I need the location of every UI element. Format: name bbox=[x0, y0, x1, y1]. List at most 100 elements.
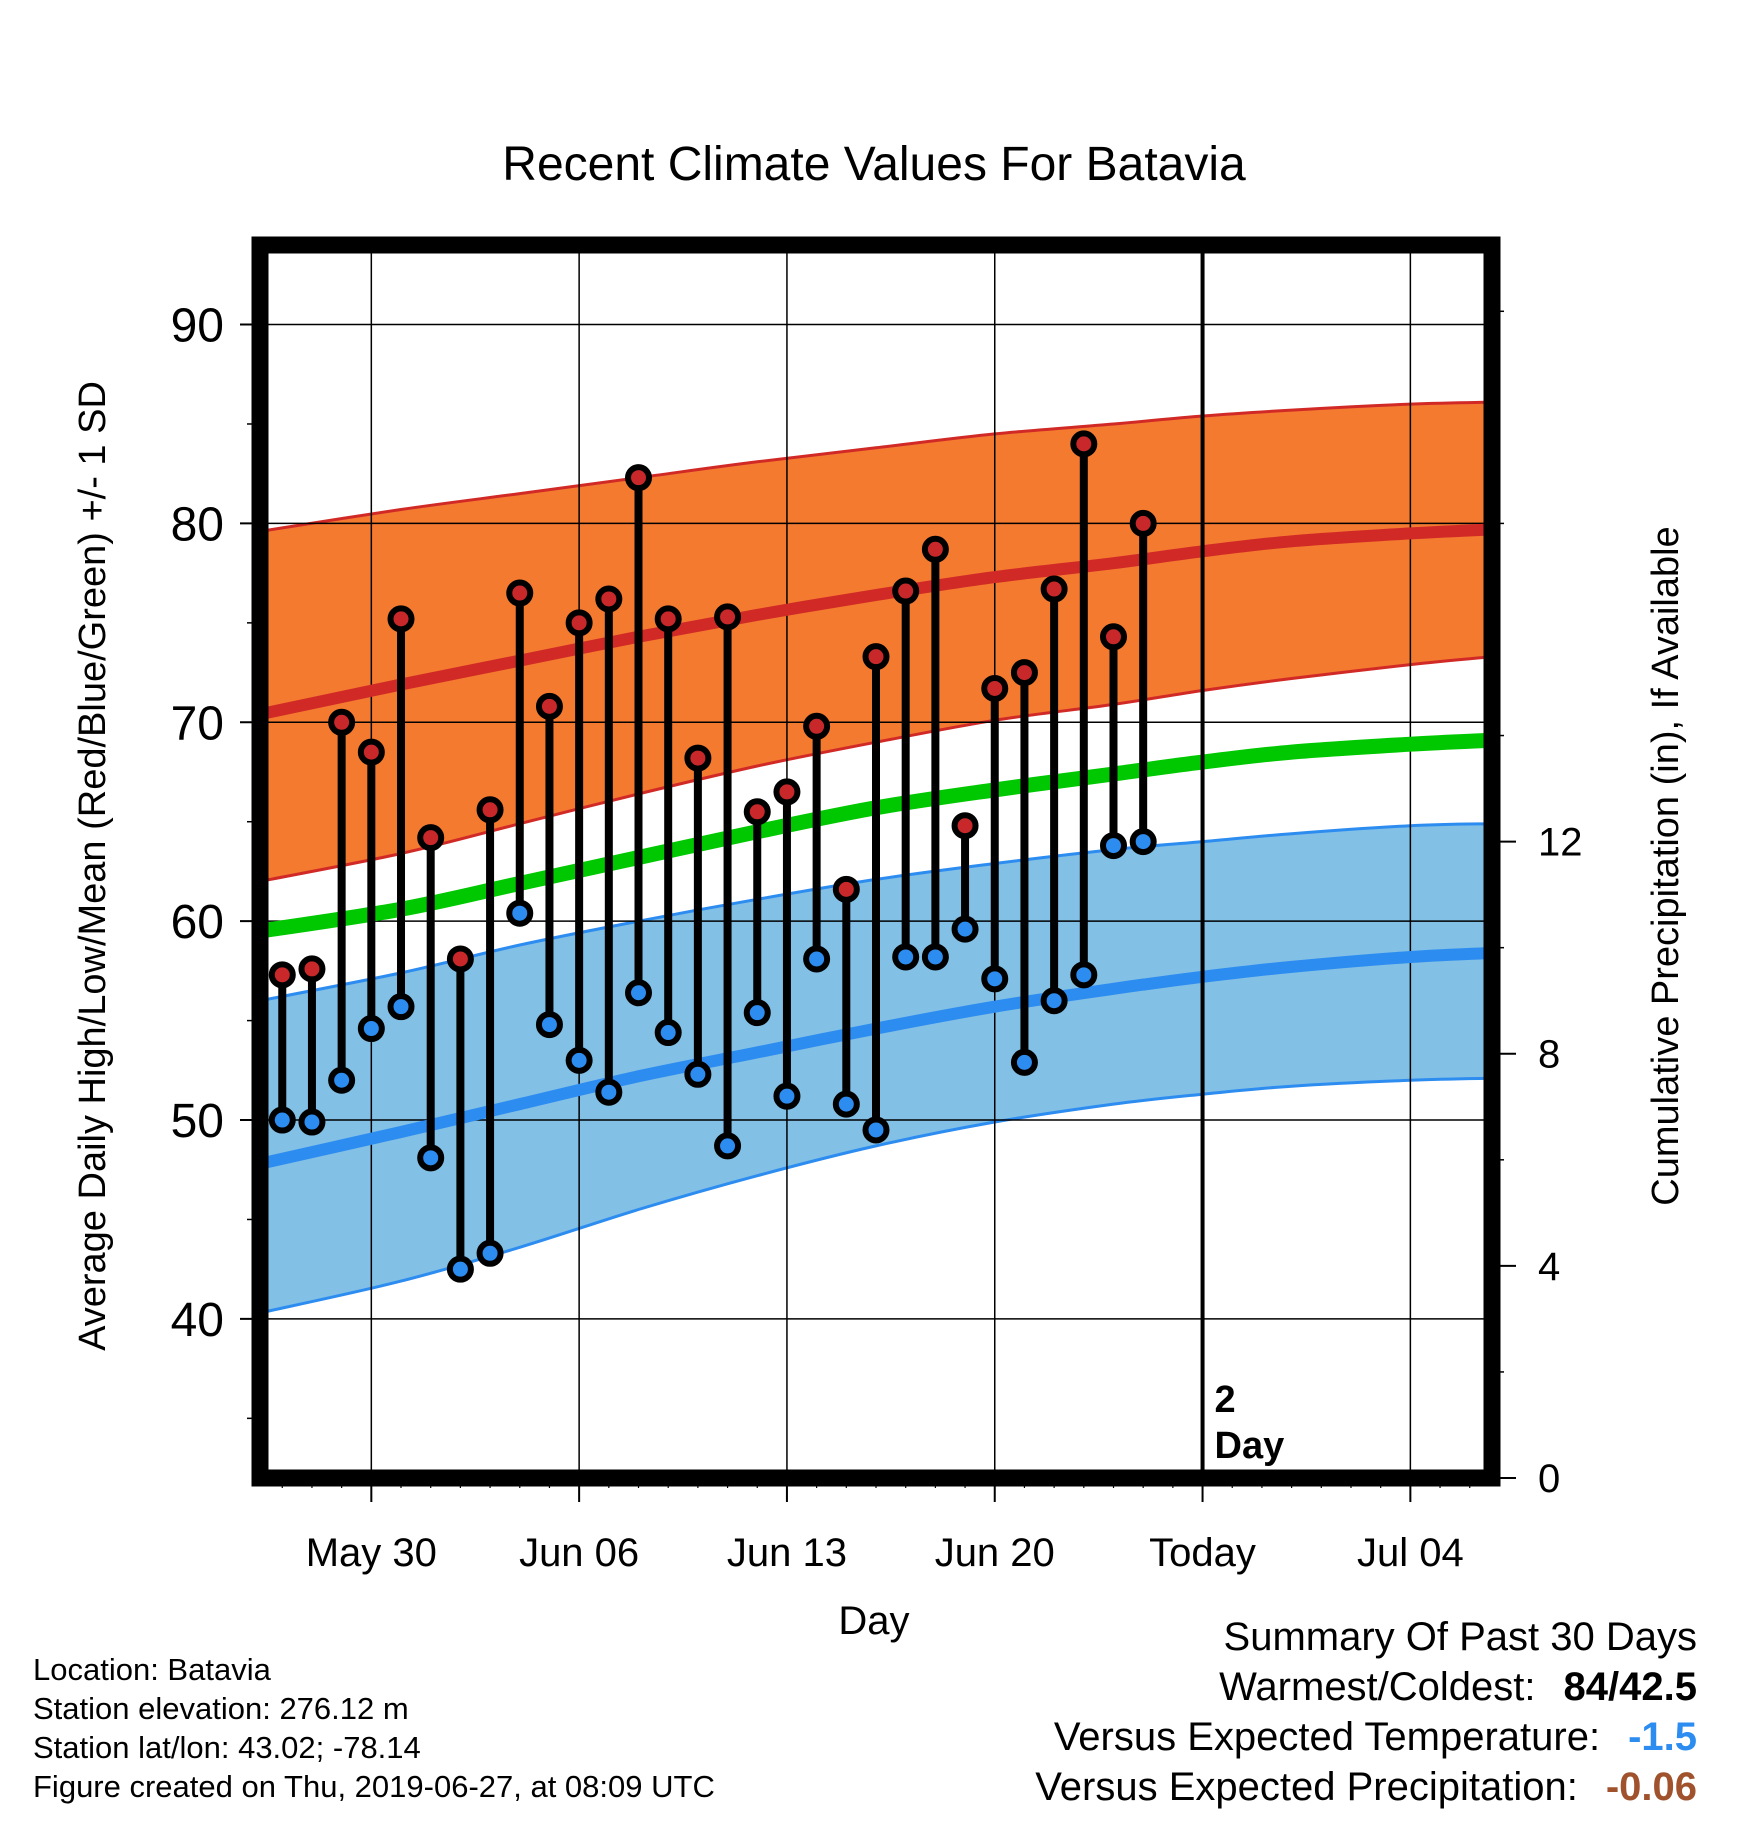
observed-low-marker bbox=[1010, 1048, 1038, 1076]
observed-low-marker bbox=[832, 1090, 860, 1118]
x-tick-label: Jun 20 bbox=[935, 1531, 1055, 1575]
x-tick-label: Jul 04 bbox=[1357, 1531, 1464, 1575]
observed-low-marker bbox=[803, 945, 831, 973]
observed-high-marker bbox=[1040, 575, 1068, 603]
observed-low-marker bbox=[1129, 828, 1157, 856]
observed-low-marker bbox=[1099, 832, 1127, 860]
observed-high-marker bbox=[1010, 659, 1038, 687]
observed-low-marker bbox=[743, 999, 771, 1027]
observed-low-marker bbox=[654, 1019, 682, 1047]
observed-high-marker bbox=[803, 712, 831, 740]
today-label-line2: Day bbox=[1215, 1425, 1285, 1467]
observed-high-marker bbox=[1099, 623, 1127, 651]
observed-temperatures bbox=[268, 430, 1157, 1283]
observed-high-marker bbox=[417, 824, 445, 852]
high-band-upper-edge bbox=[260, 400, 1492, 533]
y-tick-label: 80 bbox=[171, 498, 224, 551]
observed-high-marker bbox=[921, 535, 949, 563]
observed-low-marker bbox=[1070, 961, 1098, 989]
summary-heading: Summary Of Past 30 Days bbox=[1223, 1615, 1697, 1659]
observed-high-marker bbox=[951, 812, 979, 840]
observed-high-marker bbox=[743, 798, 771, 826]
summary-precip-label: Versus Expected Precipitation: bbox=[1035, 1765, 1578, 1809]
observed-low-marker bbox=[387, 993, 415, 1021]
observed-high-marker bbox=[268, 961, 296, 989]
observed-low-marker bbox=[1040, 987, 1068, 1015]
observed-high-marker bbox=[476, 796, 504, 824]
summary-warmest-value: 84/42.5 bbox=[1563, 1665, 1697, 1709]
observed-low-marker bbox=[446, 1255, 474, 1283]
observed-high-marker bbox=[328, 708, 356, 736]
summary-temp-value: -1.5 bbox=[1628, 1715, 1697, 1759]
summary-warmest-row: Warmest/Coldest: 84/42.5 bbox=[1035, 1662, 1697, 1712]
x-tick-label: Today bbox=[1149, 1531, 1256, 1575]
info-created: Figure created on Thu, 2019-06-27, at 08… bbox=[33, 1769, 715, 1804]
observed-low-marker bbox=[535, 1011, 563, 1039]
y2-axis-label: Cumulative Precipitation (in), If Availa… bbox=[1645, 526, 1687, 1205]
today-label-line1: 2 bbox=[1215, 1379, 1236, 1421]
x-tick-label: May 30 bbox=[306, 1531, 437, 1575]
station-info: Location: Batavia Station elevation: 276… bbox=[33, 1650, 715, 1806]
observed-low-marker bbox=[595, 1078, 623, 1106]
info-latlon: Station lat/lon: 43.02; -78.14 bbox=[33, 1730, 421, 1765]
observed-low-marker bbox=[625, 979, 653, 1007]
summary-temp-row: Versus Expected Temperature: -1.5 bbox=[1035, 1712, 1697, 1762]
observed-low-marker bbox=[357, 1015, 385, 1043]
observed-high-marker bbox=[1070, 430, 1098, 458]
y2-tick-label: 12 bbox=[1538, 821, 1583, 865]
observed-low-marker bbox=[862, 1116, 890, 1144]
observed-low-marker bbox=[981, 965, 1009, 993]
summary-panel: Summary Of Past 30 Days Warmest/Coldest:… bbox=[1035, 1612, 1697, 1812]
observed-low-marker bbox=[506, 899, 534, 927]
summary-precip-row: Versus Expected Precipitation: -0.06 bbox=[1035, 1762, 1697, 1812]
observed-high-marker bbox=[892, 577, 920, 605]
observed-high-marker bbox=[535, 692, 563, 720]
observed-high-marker bbox=[714, 603, 742, 631]
y2-tick-label: 8 bbox=[1538, 1033, 1560, 1077]
observed-low-marker bbox=[951, 915, 979, 943]
observed-high-marker bbox=[1129, 509, 1157, 537]
observed-high-marker bbox=[357, 738, 385, 766]
observed-high-marker bbox=[832, 875, 860, 903]
y-tick-label: 70 bbox=[171, 697, 224, 750]
observed-low-marker bbox=[565, 1046, 593, 1074]
observed-low-marker bbox=[684, 1060, 712, 1088]
chart-title: Recent Climate Values For Batavia bbox=[502, 138, 1246, 191]
summary-warmest-label: Warmest/Coldest: bbox=[1219, 1665, 1536, 1709]
observed-high-marker bbox=[981, 674, 1009, 702]
y-tick-label: 60 bbox=[171, 896, 224, 949]
observed-low-marker bbox=[417, 1144, 445, 1172]
observed-high-marker bbox=[654, 605, 682, 633]
observed-high-marker bbox=[773, 778, 801, 806]
observed-high-marker bbox=[387, 605, 415, 633]
summary-precip-value: -0.06 bbox=[1605, 1765, 1697, 1809]
observed-high-marker bbox=[684, 744, 712, 772]
observed-low-marker bbox=[892, 943, 920, 971]
observed-high-marker bbox=[595, 585, 623, 613]
info-elevation: Station elevation: 276.12 m bbox=[33, 1691, 409, 1726]
observed-low-marker bbox=[773, 1082, 801, 1110]
observed-high-marker bbox=[298, 955, 326, 983]
observed-low-marker bbox=[268, 1106, 296, 1134]
observed-high-marker bbox=[625, 464, 653, 492]
x-tick-label: Jun 06 bbox=[519, 1531, 639, 1575]
y2-tick-label: 0 bbox=[1538, 1457, 1560, 1501]
normal-low-line bbox=[260, 947, 1492, 1170]
y-tick-label: 50 bbox=[171, 1095, 224, 1148]
y-axis-label: Average Daily High/Low/Mean (Red/Blue/Gr… bbox=[72, 381, 114, 1351]
x-tick-label: Jun 13 bbox=[727, 1531, 847, 1575]
observed-low-marker bbox=[298, 1108, 326, 1136]
x-axis-label: Day bbox=[838, 1599, 909, 1643]
observed-low-marker bbox=[476, 1239, 504, 1267]
info-location: Location: Batavia bbox=[33, 1652, 271, 1687]
observed-high-marker bbox=[506, 579, 534, 607]
y-tick-label: 90 bbox=[171, 300, 224, 353]
summary-temp-label: Versus Expected Temperature: bbox=[1053, 1715, 1601, 1759]
observed-high-marker bbox=[565, 609, 593, 637]
observed-high-marker bbox=[862, 643, 890, 671]
observed-low-marker bbox=[921, 943, 949, 971]
y-tick-label: 40 bbox=[171, 1294, 224, 1347]
observed-low-marker bbox=[328, 1066, 356, 1094]
